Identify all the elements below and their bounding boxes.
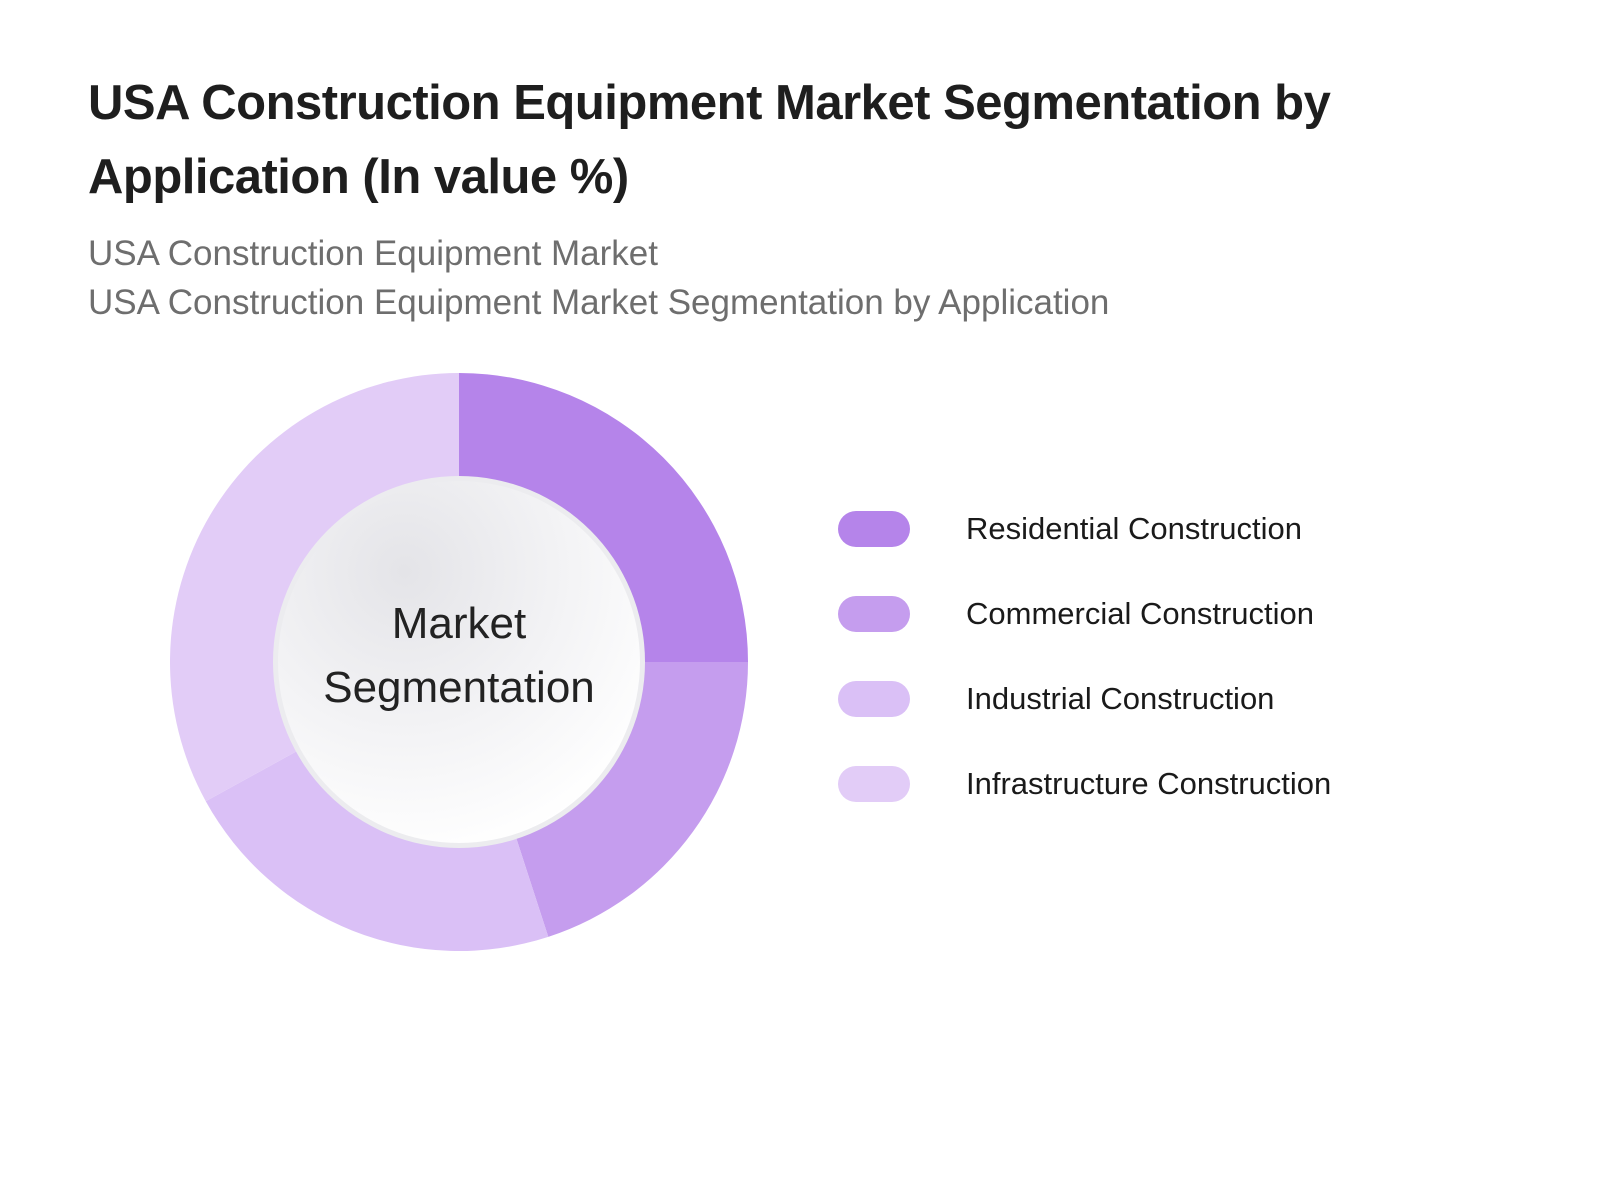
donut-center bbox=[278, 481, 640, 843]
subtitle-market: USA Construction Equipment Market bbox=[88, 234, 658, 273]
legend-swatch-commercial bbox=[838, 596, 910, 632]
legend-item-infrastructure[interactable]: Infrastructure Construction bbox=[838, 763, 1438, 848]
legend-label: Residential Construction bbox=[966, 511, 1303, 546]
donut-segment-industrial[interactable] bbox=[205, 734, 549, 951]
center-label-line2: Segmentation bbox=[323, 663, 595, 712]
subtitle-segmentation: USA Construction Equipment Market Segmen… bbox=[88, 283, 1110, 322]
legend-swatch-residential bbox=[838, 511, 910, 547]
donut-segment-commercial[interactable] bbox=[505, 662, 748, 937]
legend-swatch-infrastructure bbox=[838, 766, 910, 802]
legend-item-commercial[interactable]: Commercial Construction bbox=[838, 593, 1438, 678]
legend-label: Industrial Construction bbox=[966, 681, 1275, 716]
legend-label: Infrastructure Construction bbox=[966, 766, 1332, 801]
page-title: USA Construction Equipment Market Segmen… bbox=[88, 76, 1331, 204]
legend-swatch-industrial bbox=[838, 681, 910, 717]
legend-label: Commercial Construction bbox=[966, 596, 1314, 631]
legend-item-industrial[interactable]: Industrial Construction bbox=[838, 678, 1438, 763]
legend: Residential Construction Commercial Cons… bbox=[838, 508, 1438, 848]
center-label-line1: Market bbox=[391, 599, 527, 648]
donut-segment-residential[interactable] bbox=[459, 373, 748, 662]
center-label: Market Segmentation bbox=[275, 592, 643, 720]
legend-item-residential[interactable]: Residential Construction bbox=[838, 508, 1438, 593]
